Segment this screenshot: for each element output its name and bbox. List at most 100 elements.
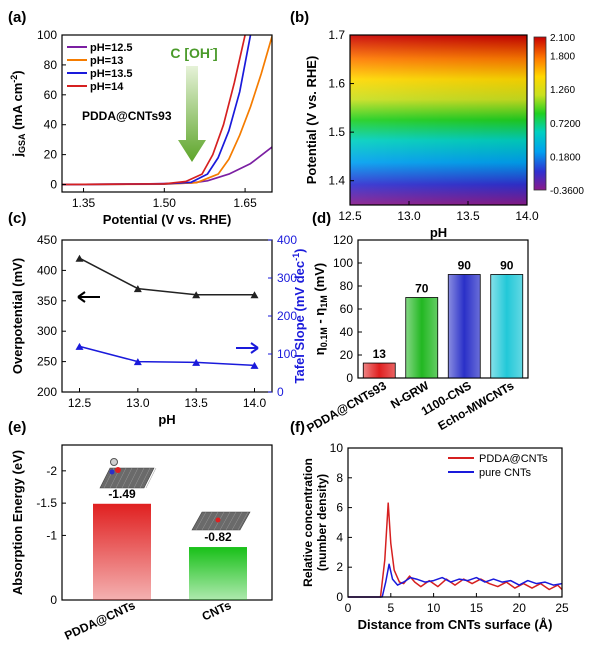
y-tick-label: 10 <box>330 441 344 455</box>
series-line <box>62 146 272 186</box>
panel-label: (e) <box>8 419 26 436</box>
y-tick-label: 1.7 <box>328 28 345 42</box>
colorbar-tick-label: 0.1800 <box>550 152 581 163</box>
lattice-line <box>115 467 127 489</box>
bar-value-label: -0.82 <box>204 530 232 544</box>
y-axis-label: Absorption Energy (eV) <box>10 450 25 595</box>
bar-value-label: 70 <box>415 282 429 296</box>
panel-label: (c) <box>8 210 26 227</box>
y-tick-label: 1.6 <box>328 77 345 91</box>
y-tick-label: 1.5 <box>328 125 345 139</box>
y-axis-label: jGSA (mA cm-2) <box>9 70 27 157</box>
x-axis-label: pH <box>430 225 447 240</box>
y-tick-label: 40 <box>340 325 354 339</box>
bar <box>362 362 396 379</box>
lattice-line <box>225 511 237 531</box>
bar <box>93 503 151 600</box>
y-tick-label: -1.5 <box>36 496 57 510</box>
y-tick-label: -2 <box>46 464 57 478</box>
y-tick-label: 100 <box>333 256 353 270</box>
y-axis-label: (number density) <box>315 474 329 571</box>
x-tick-label: 13.0 <box>397 209 421 223</box>
right-axis-arrow <box>236 342 259 354</box>
series-line <box>348 563 563 598</box>
x-tick-label: 13.5 <box>184 396 208 410</box>
lattice-line <box>145 467 157 489</box>
lattice-line <box>195 511 207 531</box>
heatmap-shade <box>350 35 527 205</box>
molecule-atom <box>109 469 115 475</box>
panel-label: (d) <box>312 210 331 227</box>
legend-entry: pH=13 <box>90 55 123 67</box>
colorbar-tick-label: 1.800 <box>550 52 575 63</box>
series-line <box>348 502 563 598</box>
x-tick-label: 13.5 <box>456 209 480 223</box>
trend-arrow <box>178 66 206 162</box>
y-tick-label: -1 <box>46 528 57 542</box>
y-tick-label: 0 <box>346 371 353 385</box>
y-tick-label: 400 <box>37 263 57 277</box>
colorbar <box>533 36 547 191</box>
x-tick-label: 15 <box>470 601 484 615</box>
category-label: PDDA@CNTs <box>62 598 137 643</box>
x-tick-label: 1.35 <box>72 196 96 210</box>
y2-tick-label: 400 <box>277 233 297 247</box>
x-tick-label: 25 <box>555 601 569 615</box>
y-tick-label: 0 <box>336 590 343 604</box>
legend-entry: pH=13.5 <box>90 68 133 80</box>
tafel-marker <box>250 361 259 369</box>
plot-frame <box>349 34 528 206</box>
lattice-line <box>219 511 231 531</box>
plot-frame <box>61 444 273 601</box>
y2-tick-label: 100 <box>277 347 297 361</box>
category-label: PDDA@CNTs93 <box>304 378 389 435</box>
graphene-sheet-model <box>191 511 251 531</box>
bar <box>447 274 481 379</box>
panel-label: (b) <box>290 9 309 26</box>
bar <box>405 297 439 379</box>
y-tick-label: 20 <box>44 148 58 162</box>
y-tick-label: 250 <box>37 355 57 369</box>
molecule-atom <box>115 467 121 473</box>
x-tick-label: 0 <box>345 601 352 615</box>
bar-value-label: 13 <box>373 347 387 361</box>
plot-frame <box>61 239 273 393</box>
y-axis-label: η0.1M - η1M (mV) <box>312 263 329 355</box>
legend-entry: pH=14 <box>90 81 124 93</box>
legend-entry: PDDA@CNTs <box>479 453 548 465</box>
lattice-line <box>133 467 145 489</box>
overpotential-marker <box>133 285 142 293</box>
x-tick-label: 1.50 <box>153 196 177 210</box>
lattice-line <box>237 511 249 531</box>
y-tick-label: 4 <box>336 530 343 544</box>
plot-frame <box>347 447 563 598</box>
y-tick-label: 20 <box>340 348 354 362</box>
x-tick-label: 13.0 <box>126 396 150 410</box>
x-tick-label: 12.5 <box>338 209 362 223</box>
overpotential-marker <box>75 254 84 262</box>
y2-tick-label: 0 <box>277 385 284 399</box>
y2-axis-label: Tafel Slope (mV dec-1) <box>291 249 307 384</box>
x-tick-label: 12.5 <box>68 396 92 410</box>
y-tick-label: 80 <box>340 279 354 293</box>
y-tick-label: 6 <box>336 501 343 515</box>
tafel-marker <box>75 342 84 350</box>
lattice-line <box>201 511 213 531</box>
bar-value-label: -1.49 <box>108 487 136 501</box>
bar-value-label: 90 <box>500 259 514 273</box>
lattice-line <box>121 467 133 489</box>
x-tick-label: 10 <box>427 601 441 615</box>
overpotential-marker <box>250 291 259 299</box>
y-tick-label: 450 <box>37 233 57 247</box>
colorbar-tick-label: -0.3600 <box>550 186 584 197</box>
y-tick-label: 80 <box>44 58 58 72</box>
colorbar-tick-label: 0.7200 <box>550 119 581 130</box>
tafel-marker <box>133 358 142 366</box>
lattice-line <box>231 511 243 531</box>
arrow-label: C [OH-] <box>170 44 217 61</box>
x-axis-label: pH <box>158 412 175 427</box>
legend-entry: pH=12.5 <box>90 42 133 54</box>
molecule-atom <box>215 517 221 523</box>
plot-frame <box>61 34 273 193</box>
y-tick-label: 40 <box>44 118 58 132</box>
